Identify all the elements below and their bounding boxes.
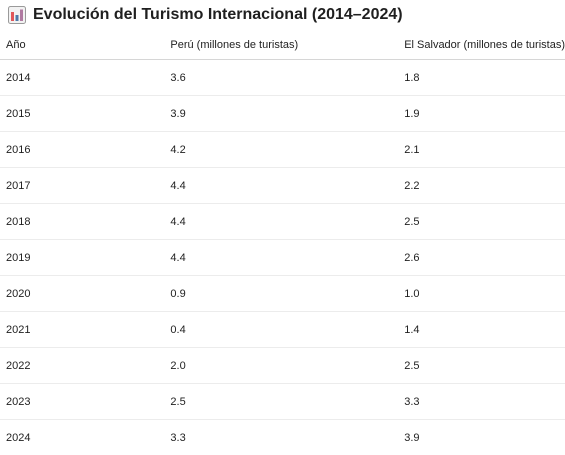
cell-el-salvador: 1.4 xyxy=(398,312,565,348)
column-header-year: Año xyxy=(0,30,164,60)
cell-year: 2021 xyxy=(0,312,164,348)
cell-el-salvador: 2.5 xyxy=(398,204,565,240)
column-header-peru: Perú (millones de turistas) xyxy=(164,30,398,60)
column-header-el-salvador: El Salvador (millones de turistas) xyxy=(398,30,565,60)
cell-peru: 4.2 xyxy=(164,132,398,168)
cell-peru: 3.6 xyxy=(164,60,398,96)
cell-el-salvador: 1.9 xyxy=(398,96,565,132)
cell-year: 2017 xyxy=(0,168,164,204)
cell-year: 2014 xyxy=(0,60,164,96)
cell-year: 2023 xyxy=(0,384,164,420)
cell-el-salvador: 2.6 xyxy=(398,240,565,276)
cell-el-salvador: 1.0 xyxy=(398,276,565,312)
cell-el-salvador: 1.8 xyxy=(398,60,565,96)
bar-chart-icon xyxy=(8,6,26,24)
cell-peru: 4.4 xyxy=(164,204,398,240)
cell-year: 2019 xyxy=(0,240,164,276)
page-title: Evolución del Turismo Internacional (201… xyxy=(33,6,403,24)
cell-el-salvador: 2.1 xyxy=(398,132,565,168)
cell-el-salvador: 2.2 xyxy=(398,168,565,204)
cell-peru: 4.4 xyxy=(164,240,398,276)
cell-peru: 2.0 xyxy=(164,348,398,384)
cell-peru: 2.5 xyxy=(164,384,398,420)
cell-year: 2016 xyxy=(0,132,164,168)
title-row: Evolución del Turismo Internacional (201… xyxy=(8,4,403,26)
cell-peru: 4.4 xyxy=(164,168,398,204)
cell-year: 2024 xyxy=(0,420,164,455)
cell-peru: 0.9 xyxy=(164,276,398,312)
cell-el-salvador: 3.9 xyxy=(398,420,565,455)
cell-year: 2018 xyxy=(0,204,164,240)
cell-peru: 0.4 xyxy=(164,312,398,348)
cell-year: 2015 xyxy=(0,96,164,132)
cell-year: 2020 xyxy=(0,276,164,312)
cell-el-salvador: 2.5 xyxy=(398,348,565,384)
cell-year: 2022 xyxy=(0,348,164,384)
cell-el-salvador: 3.3 xyxy=(398,384,565,420)
cell-peru: 3.9 xyxy=(164,96,398,132)
cell-peru: 3.3 xyxy=(164,420,398,455)
